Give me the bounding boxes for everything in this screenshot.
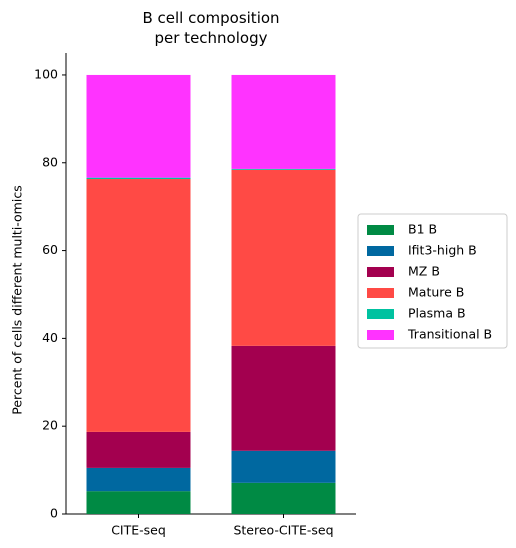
- bar-segment: [231, 345, 336, 451]
- legend-label: Ifit3-high B: [408, 243, 477, 258]
- chart-title: B cell composition per technology: [142, 9, 280, 47]
- legend-label: Plasma B: [408, 306, 466, 321]
- y-axis-label: Percent of cells different multi-omics: [10, 185, 25, 414]
- bar-segment: [231, 74, 336, 169]
- y-tick-label: 0: [50, 506, 58, 521]
- legend-swatch: [367, 309, 394, 319]
- legend-label: MZ B: [408, 264, 440, 279]
- legend-box: [357, 213, 508, 349]
- bar-segment: [86, 431, 191, 468]
- legend-swatch: [367, 330, 394, 340]
- x-tick-label: Stereo-CITE-seq: [233, 523, 333, 538]
- bar-segment: [86, 491, 191, 514]
- bar-segment: [231, 482, 336, 514]
- legend-swatch: [367, 267, 394, 277]
- y-tick-label: 60: [42, 242, 58, 257]
- bar-segment: [231, 168, 336, 170]
- legend-label: B1 B: [408, 222, 437, 237]
- y-tick-label: 80: [42, 154, 58, 169]
- bar-segment: [231, 169, 336, 346]
- bar-segment: [86, 177, 191, 180]
- bar-segment: [86, 74, 191, 178]
- legend-swatch: [367, 246, 394, 256]
- bar-segment: [231, 450, 336, 483]
- y-tick-label: 20: [42, 418, 58, 433]
- x-tick-label: CITE-seq: [111, 523, 166, 538]
- y-tick-label: 100: [34, 66, 58, 81]
- legend-swatch: [367, 288, 394, 298]
- legend-label: Mature B: [408, 285, 464, 300]
- bar-segment: [86, 179, 191, 432]
- y-tick-label: 40: [42, 330, 58, 345]
- legend-label: Transitional B: [407, 327, 492, 342]
- legend-swatch: [367, 225, 394, 235]
- bar-segment: [86, 467, 191, 492]
